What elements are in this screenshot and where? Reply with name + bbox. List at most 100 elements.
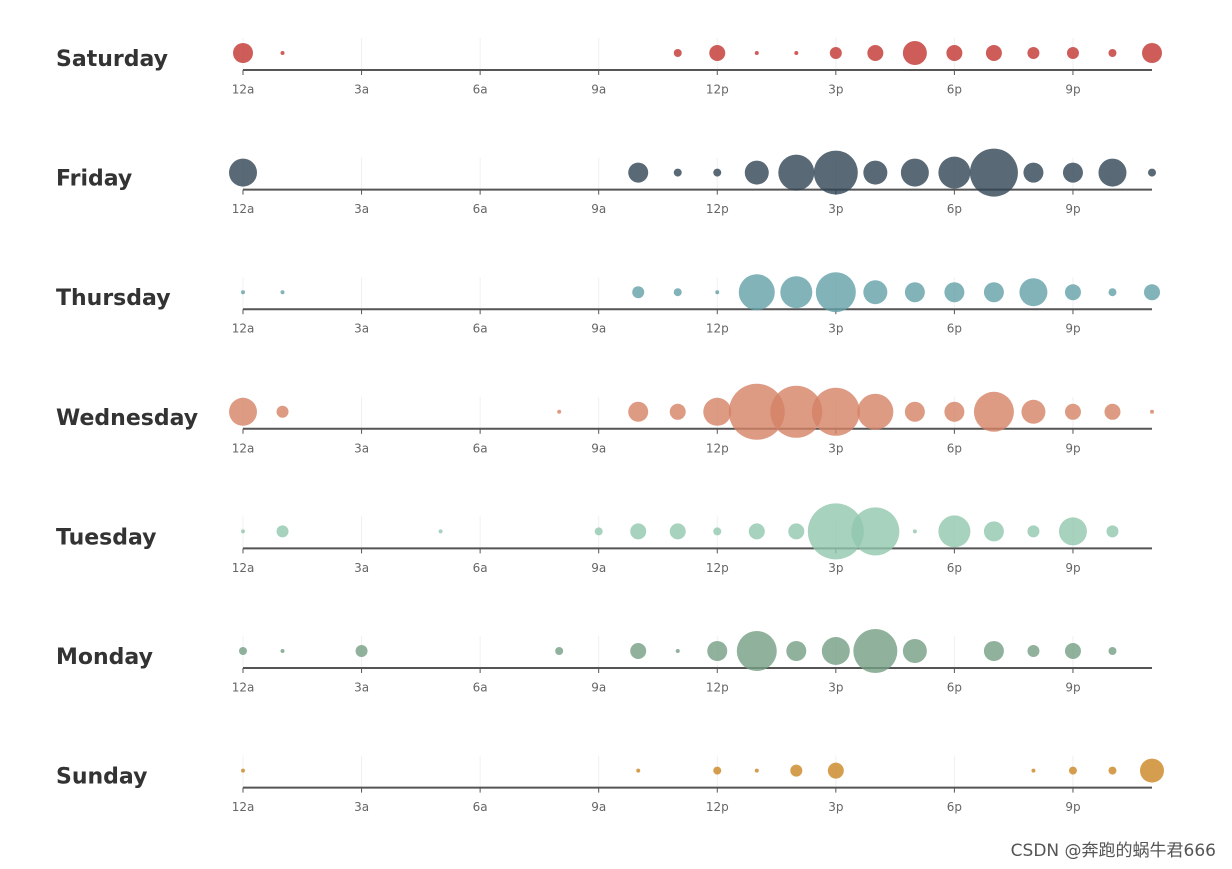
bubble bbox=[707, 641, 728, 661]
bubble bbox=[438, 529, 443, 534]
x-tick-label: 12a bbox=[232, 83, 255, 97]
x-tick-label: 9a bbox=[591, 202, 606, 216]
watermark: CSDN @奔跑的蜗牛君666 bbox=[1011, 841, 1216, 861]
x-tick-label: 3p bbox=[828, 441, 843, 455]
bubble bbox=[821, 637, 850, 665]
bubble bbox=[241, 768, 245, 773]
bubble bbox=[786, 641, 807, 661]
bubble bbox=[632, 286, 645, 299]
x-tick-label: 6a bbox=[473, 681, 488, 695]
x-tick-label: 3a bbox=[354, 441, 369, 455]
x-tick-label: 6a bbox=[473, 322, 488, 336]
bubble bbox=[241, 290, 245, 295]
bubble bbox=[904, 282, 925, 303]
x-tick-label: 3p bbox=[828, 83, 843, 97]
bubble bbox=[969, 148, 1018, 197]
x-tick-label: 9p bbox=[1065, 681, 1080, 695]
bubble bbox=[938, 156, 971, 189]
bubble bbox=[1108, 49, 1117, 57]
bubble bbox=[1027, 645, 1040, 657]
x-tick-label: 9p bbox=[1065, 83, 1080, 97]
bubble bbox=[1140, 758, 1164, 783]
day-label: Monday bbox=[56, 645, 153, 670]
bubble bbox=[794, 51, 799, 55]
x-tick-label: 12a bbox=[232, 322, 255, 336]
x-tick-label: 3p bbox=[828, 202, 843, 216]
x-tick-label: 9p bbox=[1065, 202, 1080, 216]
x-tick-label: 12p bbox=[706, 561, 729, 575]
day-label: Wednesday bbox=[56, 406, 198, 431]
bubble bbox=[1068, 766, 1077, 775]
x-tick-label: 9a bbox=[591, 322, 606, 336]
x-tick-label: 12p bbox=[706, 202, 729, 216]
bubble bbox=[713, 766, 722, 775]
bubble bbox=[904, 401, 925, 422]
bubble bbox=[778, 154, 815, 191]
bubble bbox=[983, 521, 1004, 542]
bubble bbox=[790, 764, 803, 777]
x-tick-label: 6p bbox=[947, 800, 962, 814]
bubble bbox=[1062, 162, 1083, 183]
bubble bbox=[703, 397, 732, 426]
bubble bbox=[827, 762, 844, 779]
bubble bbox=[736, 631, 777, 671]
x-tick-label: 12a bbox=[232, 561, 255, 575]
x-tick-label: 6p bbox=[947, 202, 962, 216]
bubble bbox=[902, 639, 927, 663]
bubble bbox=[628, 401, 649, 422]
x-tick-label: 9a bbox=[591, 800, 606, 814]
x-tick-label: 3p bbox=[828, 322, 843, 336]
bubble bbox=[669, 403, 686, 420]
bubble bbox=[973, 391, 1014, 432]
x-tick-label: 12p bbox=[706, 800, 729, 814]
bubble bbox=[594, 527, 603, 536]
day-label: Thursday bbox=[56, 286, 171, 311]
bubble bbox=[938, 515, 971, 548]
x-tick-label: 12a bbox=[232, 441, 255, 455]
bubble bbox=[673, 49, 682, 57]
bubble bbox=[1019, 278, 1048, 307]
x-tick-label: 9p bbox=[1065, 322, 1080, 336]
x-tick-label: 12a bbox=[232, 800, 255, 814]
x-tick-label: 3p bbox=[828, 681, 843, 695]
bubble bbox=[709, 45, 726, 61]
bubble bbox=[1027, 47, 1040, 59]
x-tick-label: 3a bbox=[354, 202, 369, 216]
x-tick-label: 6p bbox=[947, 561, 962, 575]
bubble bbox=[673, 288, 682, 297]
bubble bbox=[780, 276, 813, 309]
x-tick-label: 6p bbox=[947, 322, 962, 336]
x-tick-label: 3a bbox=[354, 83, 369, 97]
bubble bbox=[1064, 284, 1081, 301]
x-tick-label: 6p bbox=[947, 681, 962, 695]
bubble bbox=[555, 647, 564, 655]
bubble bbox=[863, 160, 888, 185]
bubble bbox=[675, 649, 680, 653]
x-tick-label: 6a bbox=[473, 202, 488, 216]
bubble bbox=[1144, 284, 1160, 301]
bubble bbox=[863, 280, 888, 305]
bubble bbox=[1106, 525, 1119, 538]
x-tick-label: 9a bbox=[591, 561, 606, 575]
bubble bbox=[715, 290, 720, 295]
x-tick-label: 9p bbox=[1065, 441, 1080, 455]
bubble bbox=[233, 43, 253, 63]
bubble bbox=[946, 45, 963, 61]
bubble bbox=[1027, 525, 1040, 538]
bubble bbox=[1023, 162, 1044, 183]
bubble bbox=[1108, 647, 1117, 655]
day-label: Tuesday bbox=[56, 525, 157, 550]
bubble bbox=[857, 393, 894, 430]
x-tick-label: 6a bbox=[473, 800, 488, 814]
bubble bbox=[815, 272, 856, 313]
bubble bbox=[788, 523, 805, 540]
bubble bbox=[738, 274, 775, 311]
bubble bbox=[1098, 158, 1127, 187]
bubble bbox=[229, 397, 257, 426]
x-tick-label: 9a bbox=[591, 83, 606, 97]
bubble bbox=[280, 649, 285, 653]
bubble bbox=[713, 527, 722, 536]
day-label: Friday bbox=[56, 167, 132, 192]
bubble bbox=[241, 529, 245, 534]
bubble bbox=[728, 383, 785, 440]
